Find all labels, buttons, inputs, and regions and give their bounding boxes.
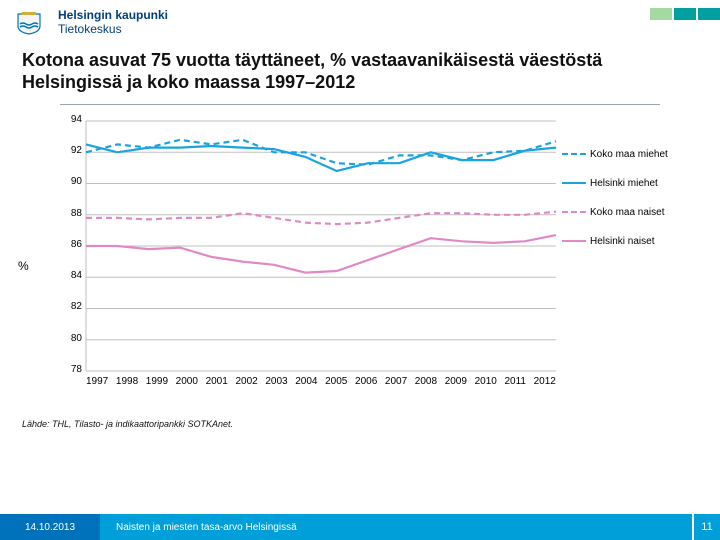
brand-line1: Helsingin kaupunki: [58, 8, 168, 22]
line-chart: % 788082848688909294 1997199819992000200…: [50, 121, 690, 411]
city-logo: [14, 8, 50, 36]
x-axis-labels: 1997199819992000200120022003200420052006…: [86, 376, 556, 387]
legend-item: Helsinki miehet: [562, 178, 668, 189]
legend-item: Koko maa naiset: [562, 207, 668, 218]
header-decoration: [650, 8, 720, 20]
source-text: Lähde: THL, Tilasto- ja indikaattoripank…: [0, 411, 720, 429]
legend-label: Helsinki naiset: [590, 236, 654, 247]
slide-title: Kotona asuvat 75 vuotta täyttäneet, % va…: [0, 43, 720, 98]
y-axis-labels: 788082848688909294: [58, 114, 82, 379]
legend-label: Helsinki miehet: [590, 178, 658, 189]
brand-line2: Tietokeskus: [58, 22, 168, 36]
legend-label: Koko maa miehet: [590, 149, 668, 160]
y-axis-title: %: [18, 259, 29, 273]
legend-item: Koko maa miehet: [562, 149, 668, 160]
footer-caption: Naisten ja miesten tasa-arvo Helsingissä: [100, 514, 720, 540]
legend-label: Koko maa naiset: [590, 207, 665, 218]
title-underline: [60, 104, 660, 105]
footer-date: 14.10.2013: [0, 514, 100, 540]
brand-text: Helsingin kaupunki Tietokeskus: [58, 8, 168, 37]
page-number: 11: [692, 514, 720, 540]
plot-area: [86, 121, 556, 371]
footer-bar: 14.10.2013 Naisten ja miesten tasa-arvo …: [0, 514, 720, 540]
chart-legend: Koko maa miehet Helsinki miehet Koko maa n…: [562, 149, 668, 265]
header-bar: Helsingin kaupunki Tietokeskus: [0, 0, 720, 43]
legend-item: Helsinki naiset: [562, 236, 668, 247]
